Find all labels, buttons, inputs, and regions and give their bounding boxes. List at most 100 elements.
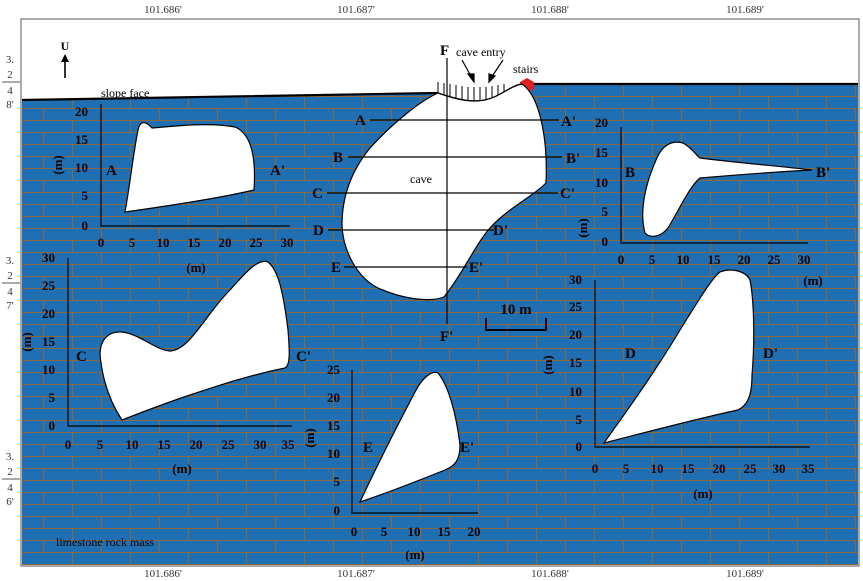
svg-text:25: 25 — [327, 362, 341, 377]
profile-c-x-unit: (m) — [172, 461, 192, 476]
section-e-start: E — [331, 260, 341, 276]
profile-b-end: B' — [816, 165, 830, 181]
svg-text:35: 35 — [802, 461, 816, 476]
svg-text:20: 20 — [42, 306, 55, 321]
svg-text:4: 4 — [7, 286, 13, 298]
svg-text:30: 30 — [798, 252, 811, 267]
svg-text:20: 20 — [219, 235, 232, 250]
svg-text:15: 15 — [569, 355, 583, 370]
profile-b-x-unit: (m) — [803, 273, 823, 288]
profile-e-start: E — [363, 440, 373, 456]
profile-d-x-unit: (m) — [693, 486, 713, 501]
section-d-start: D — [313, 223, 324, 239]
svg-text:3.: 3. — [6, 54, 15, 66]
svg-text:7': 7' — [6, 300, 14, 312]
svg-text:25: 25 — [42, 278, 56, 293]
svg-text:25: 25 — [569, 299, 583, 314]
profile-d-shape — [602, 269, 755, 444]
svg-text:20: 20 — [75, 104, 88, 119]
cave-entry-arrows — [461, 59, 504, 84]
svg-text:5: 5 — [129, 235, 136, 250]
svg-text:5: 5 — [381, 524, 388, 539]
profile-d: D D' 30 25 20 15 10 5 0 0 5 10 15 20 25 … — [540, 269, 816, 501]
section-d-end: D' — [493, 223, 508, 239]
north-arrow: U — [61, 39, 70, 78]
profile-c-shape — [99, 260, 290, 421]
svg-text:20: 20 — [738, 252, 751, 267]
svg-text:0: 0 — [334, 503, 341, 518]
scale-bar-label: 10 m — [500, 302, 532, 318]
coord-top-2: 101.687' — [337, 4, 375, 16]
svg-text:2: 2 — [7, 69, 13, 81]
svg-text:4: 4 — [7, 482, 13, 494]
svg-text:20: 20 — [468, 524, 481, 539]
svg-text:0: 0 — [98, 235, 105, 250]
svg-text:30: 30 — [773, 461, 786, 476]
section-b-start: B — [333, 150, 343, 166]
bottom-coordinate-labels: 101.686' 101.687' 101.688' 101.689' — [144, 568, 764, 580]
profile-d-y-unit: (m) — [540, 355, 555, 375]
svg-text:15: 15 — [682, 461, 696, 476]
slope-face-line — [21, 82, 858, 102]
profile-c-start: C — [76, 349, 87, 365]
top-coordinate-labels: 101.686' 101.687' 101.688' 101.689' — [144, 4, 764, 16]
section-c-start: C — [312, 186, 323, 202]
profile-d-start: D — [625, 346, 636, 362]
svg-text:5: 5 — [602, 204, 609, 219]
svg-text:5: 5 — [623, 461, 630, 476]
svg-text:25: 25 — [768, 252, 782, 267]
coord-top-3: 101.688' — [531, 4, 569, 16]
svg-text:5: 5 — [49, 390, 56, 405]
profile-a: A A' 20 15 10 5 0 0 5 10 15 20 25 30 (m)… — [50, 104, 294, 275]
svg-text:2: 2 — [7, 466, 13, 478]
coord-bottom-2: 101.687' — [337, 568, 375, 580]
section-a-start: A — [355, 113, 366, 129]
profile-c-y-unit: (m) — [19, 332, 34, 352]
svg-text:15: 15 — [188, 235, 202, 250]
cave-outline — [341, 83, 547, 301]
svg-text:15: 15 — [75, 132, 89, 147]
cave-entry-label: cave entry — [456, 45, 506, 59]
svg-text:10: 10 — [569, 384, 582, 399]
svg-text:20: 20 — [569, 327, 582, 342]
svg-text:10: 10 — [651, 461, 664, 476]
cave-label: cave — [410, 172, 432, 186]
svg-text:4: 4 — [7, 85, 13, 97]
svg-text:5: 5 — [97, 437, 104, 452]
svg-text:0: 0 — [602, 234, 609, 249]
svg-text:25: 25 — [744, 461, 758, 476]
svg-text:3.: 3. — [6, 255, 15, 267]
svg-text:10: 10 — [75, 160, 88, 175]
profile-e-end: E' — [460, 440, 474, 456]
svg-text:0: 0 — [49, 418, 56, 433]
svg-text:15: 15 — [158, 437, 172, 452]
north-label: U — [61, 39, 70, 53]
profile-e-shape — [358, 371, 461, 504]
side-coordinate-block-3: 3. 2 4 6' — [2, 451, 20, 508]
svg-text:15: 15 — [708, 252, 722, 267]
section-e-end: E' — [469, 260, 483, 276]
profile-b: B B' 20 15 10 5 0 0 5 10 15 20 25 30 (m)… — [575, 115, 830, 288]
svg-text:15: 15 — [438, 524, 452, 539]
svg-text:20: 20 — [327, 390, 340, 405]
slope-face-label: slope face — [101, 86, 149, 100]
coord-bottom-1: 101.686' — [144, 568, 182, 580]
coord-bottom-4: 101.689' — [726, 568, 764, 580]
map-frame — [20, 18, 860, 567]
svg-text:30: 30 — [42, 250, 55, 265]
coord-bottom-3: 101.688' — [531, 568, 569, 580]
svg-text:0: 0 — [592, 461, 599, 476]
section-line-labels: A A' B B' C C' D D' E E' F F' — [312, 43, 580, 345]
section-b-end: B' — [566, 151, 580, 167]
svg-text:10: 10 — [42, 362, 55, 377]
scale-bar: 10 m — [485, 302, 547, 331]
svg-text:25: 25 — [222, 437, 236, 452]
profile-d-end: D' — [763, 346, 778, 362]
svg-text:20: 20 — [713, 461, 726, 476]
svg-text:35: 35 — [282, 437, 296, 452]
svg-text:15: 15 — [595, 145, 609, 160]
svg-text:0: 0 — [65, 437, 72, 452]
svg-text:5: 5 — [649, 252, 656, 267]
section-f-end: F' — [440, 329, 453, 345]
